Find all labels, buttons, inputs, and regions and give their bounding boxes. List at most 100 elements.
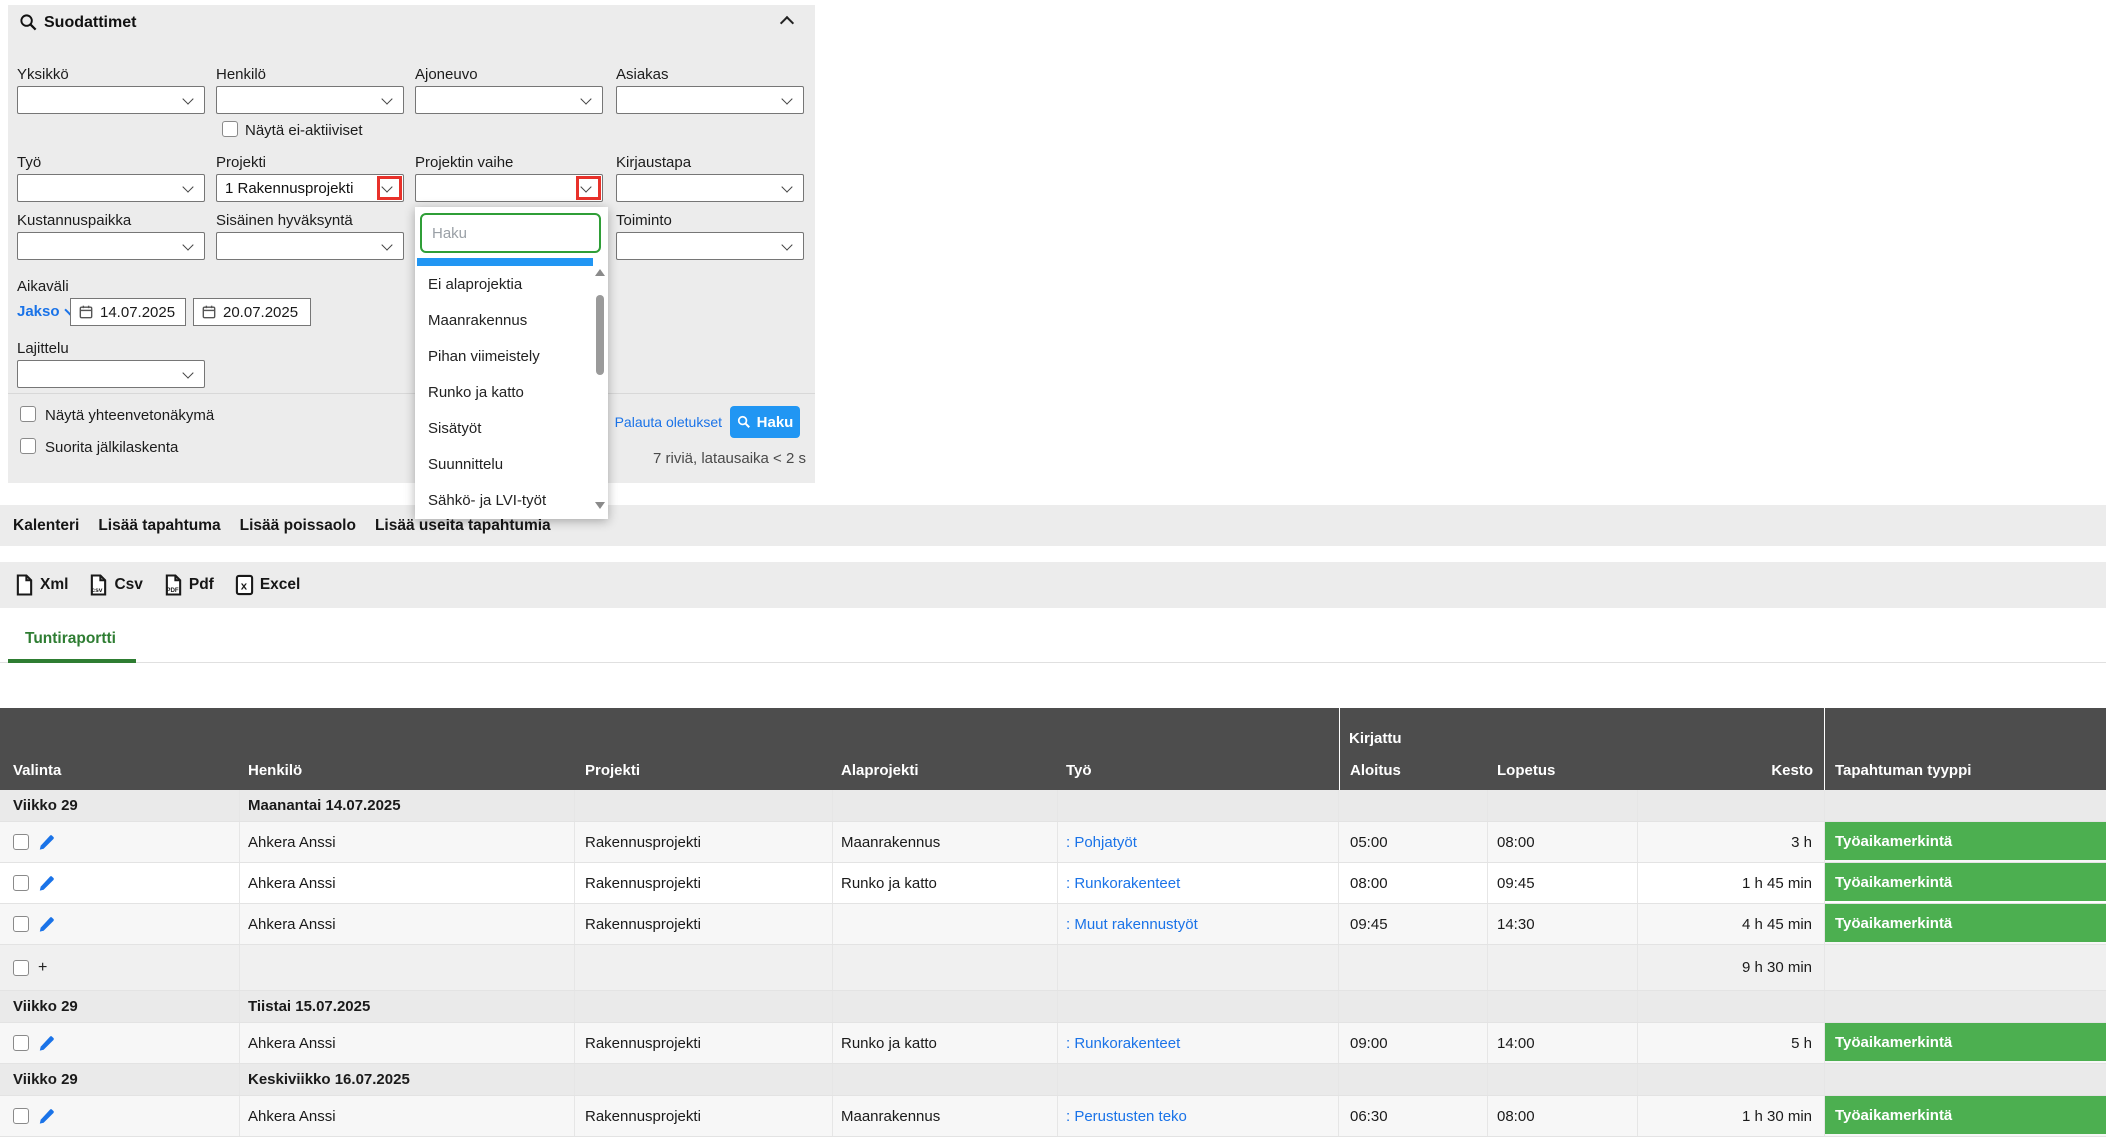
add-row-button[interactable]: + [38, 958, 48, 976]
select-tyo[interactable] [17, 174, 205, 202]
cell-kesto: 3 h [1638, 822, 1825, 862]
select-yksikko[interactable] [17, 86, 205, 114]
arrow-up-icon[interactable] [595, 269, 605, 276]
label-yksikko: Yksikkö [17, 66, 69, 83]
scrollbar-thumb[interactable] [596, 295, 604, 375]
edit-pencil-icon[interactable] [38, 834, 55, 851]
edit-pencil-icon[interactable] [38, 1108, 55, 1125]
export-pdf-button[interactable]: PDF Pdf [164, 574, 214, 596]
label-tyo: Työ [17, 154, 42, 171]
file-excel-icon: x [235, 574, 253, 596]
menu-item-lisaa-useita-tapahtumia[interactable]: Lisää useita tapahtumia [374, 516, 551, 534]
export-excel-button[interactable]: x Excel [235, 574, 300, 596]
header-lopetus: Lopetus [1497, 762, 1556, 779]
dropdown-option[interactable]: Sähkö- ja LVI-työt [415, 483, 592, 519]
dropdown-search-input[interactable] [420, 213, 601, 253]
edit-pencil-icon[interactable] [38, 875, 55, 892]
group-week: Viikko 29 [0, 790, 240, 821]
select-lajittelu[interactable] [17, 360, 205, 388]
dropdown-option[interactable]: Sisätyöt [415, 411, 592, 447]
row-select-checkbox[interactable] [13, 1035, 29, 1051]
select-asiakas[interactable] [616, 86, 804, 114]
svg-text:x: x [241, 581, 248, 593]
menu-item-kalenteri[interactable]: Kalenteri [13, 516, 80, 534]
arrow-down-icon[interactable] [595, 502, 605, 509]
cell-projekti: Rakennusprojekti [575, 822, 833, 862]
menu-item-lisaa-poissaolo[interactable]: Lisää poissaolo [239, 516, 356, 534]
row-select-checkbox[interactable] [13, 959, 29, 976]
export-xml-button[interactable]: Xml [15, 574, 68, 596]
select-sisainen-hyvaksynta[interactable] [216, 232, 404, 260]
select-projekti[interactable]: 1 Rakennusprojekti [216, 174, 404, 202]
work-link[interactable]: : Muut rakennustyöt [1066, 915, 1198, 933]
cell-alaprojekti: Maanrakennus [833, 1096, 1058, 1136]
group-week: Viikko 29 [0, 991, 240, 1022]
tab-tuntiraportti[interactable]: Tuntiraportti [25, 630, 116, 647]
summary-view-checkbox[interactable] [20, 406, 36, 422]
cell-projekti: Rakennusprojekti [575, 904, 833, 944]
select-ajoneuvo[interactable] [415, 86, 603, 114]
row-select-checkbox[interactable] [13, 1108, 29, 1124]
work-link[interactable]: : Runkorakenteet [1066, 874, 1181, 892]
hours-report-table: Kirjattu Valinta Henkilö Projekti Alapro… [0, 708, 2106, 1137]
select-kirjaustapa[interactable] [616, 174, 804, 202]
header-alaprojekti: Alaprojekti [841, 762, 919, 779]
export-xml-label: Xml [40, 576, 69, 593]
chevron-down-icon [381, 239, 393, 251]
dropdown-option[interactable]: Pihan viimeistely [415, 339, 592, 375]
period-type-link[interactable]: Jakso [17, 303, 76, 320]
chevron-down-icon [182, 239, 194, 251]
cell-kesto: 1 h 45 min [1638, 863, 1825, 903]
dropdown-option[interactable]: Maanrakennus [415, 303, 592, 339]
header-divider [1339, 708, 1340, 790]
chevron-down-icon [182, 367, 194, 379]
table-row: Ahkera Anssi Rakennusprojekti Runko ja k… [0, 863, 2106, 904]
chevron-down-icon [781, 93, 793, 105]
show-inactive-checkbox[interactable] [222, 121, 238, 137]
label-projektin-vaihe: Projektin vaihe [415, 154, 514, 171]
reset-defaults-link[interactable]: Palauta oletukset [614, 414, 722, 430]
cell-alaprojekti: Runko ja katto [833, 863, 1058, 903]
cell-aloitus: 09:45 [1339, 904, 1488, 944]
table-sum-row: + 9 h 30 min [0, 945, 2106, 991]
dropdown-option-list: Ei alaprojektia Maanrakennus Pihan viime… [415, 267, 592, 519]
table-header: Kirjattu Valinta Henkilö Projekti Alapro… [0, 708, 2106, 790]
dropdown-option[interactable]: Runko ja katto [415, 375, 592, 411]
work-link[interactable]: : Pohjatyöt [1066, 833, 1137, 851]
date-from-field[interactable]: 14.07.2025 [70, 298, 186, 326]
row-select-checkbox[interactable] [13, 834, 29, 850]
select-henkilo[interactable] [216, 86, 404, 114]
dropdown-option[interactable]: Suunnittelu [415, 447, 592, 483]
cell-lopetus: 09:45 [1488, 863, 1638, 903]
row-select-checkbox[interactable] [13, 875, 29, 891]
collapse-panel-button[interactable] [779, 14, 802, 31]
show-inactive-label: Näytä ei-aktiiviset [245, 122, 363, 139]
export-csv-button[interactable]: csv Csv [89, 574, 143, 596]
chevron-down-icon [182, 181, 194, 193]
filters-title: Suodattimet [44, 14, 137, 31]
recalculate-checkbox[interactable] [20, 438, 36, 454]
select-kustannuspaikka[interactable] [17, 232, 205, 260]
cell-alaprojekti: Runko ja katto [833, 1023, 1058, 1063]
group-week: Viikko 29 [0, 1064, 240, 1095]
select-projektin-vaihe[interactable] [415, 174, 603, 202]
dropdown-scrollbar[interactable] [595, 267, 605, 511]
work-link[interactable]: : Perustusten teko [1066, 1107, 1187, 1125]
cell-lopetus: 14:30 [1488, 904, 1638, 944]
date-to-field[interactable]: 20.07.2025 [193, 298, 311, 326]
cell-kesto: 5 h [1638, 1023, 1825, 1063]
work-link[interactable]: : Runkorakenteet [1066, 1034, 1181, 1052]
sum-kesto: 9 h 30 min [1638, 945, 1825, 990]
search-submit-button[interactable]: Haku [730, 406, 800, 438]
project-phase-dropdown: Ei alaprojektia Maanrakennus Pihan viime… [415, 207, 608, 519]
row-select-checkbox[interactable] [13, 916, 29, 932]
menu-item-lisaa-tapahtuma[interactable]: Lisää tapahtuma [98, 516, 221, 534]
file-csv-icon: csv [91, 574, 107, 596]
select-toiminto[interactable] [616, 232, 804, 260]
edit-pencil-icon[interactable] [38, 916, 55, 933]
edit-pencil-icon[interactable] [38, 1035, 55, 1052]
header-henkilo: Henkilö [248, 762, 303, 779]
cell-projekti: Rakennusprojekti [575, 1096, 833, 1136]
dropdown-option[interactable]: Ei alaprojektia [415, 267, 592, 303]
